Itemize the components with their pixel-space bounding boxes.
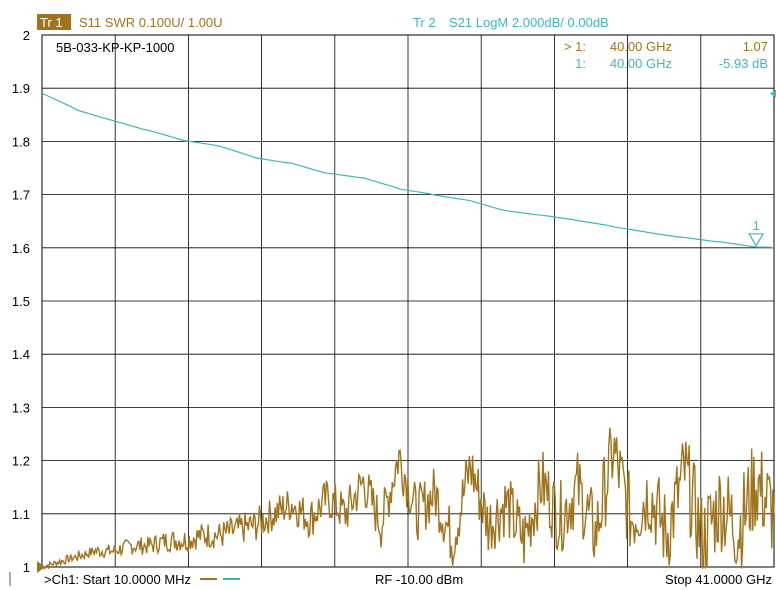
marker-2-prefix: 1: <box>575 56 586 71</box>
y-tick-label: 1.8 <box>12 134 30 149</box>
y-tick-label: 2 <box>23 28 30 43</box>
footer-rf[interactable]: RF -10.00 dBm <box>375 572 463 587</box>
reference-level-left-icon <box>37 561 45 573</box>
marker-triangle-icon[interactable] <box>748 233 765 247</box>
series-line-s11 <box>41 427 775 570</box>
tr1-badge[interactable]: Tr 1 <box>40 15 63 30</box>
marker-readout: > 1: 40.00 GHz 1.07 1: 40.00 GHz -5.93 d… <box>564 39 768 71</box>
chart-title: 5B-033-KP-KP-1000 <box>56 40 175 55</box>
trace-header: Tr 1 S11 SWR 0.100U/ 1.00U Tr 2 S21 LogM… <box>37 14 609 30</box>
marker-1-on-chart[interactable]: 1 <box>748 218 765 247</box>
y-tick-label: 1 <box>23 560 30 575</box>
y-tick-label: 1.5 <box>12 294 30 309</box>
marker-1-value: 1.07 <box>743 39 768 54</box>
y-tick-labels: 1 1.1 1.2 1.3 1.4 1.5 1.6 1.7 1.8 1.9 2 <box>12 28 30 575</box>
tr1-label: S11 SWR 0.100U/ 1.00U <box>79 15 223 30</box>
series-line-s21 <box>41 92 775 249</box>
y-tick-label: 1.9 <box>12 81 30 96</box>
marker-number: 1 <box>753 218 760 233</box>
footer-start[interactable]: >Ch1: Start 10.0000 MHz <box>44 572 191 587</box>
tr2-badge[interactable]: Tr 2 <box>413 15 436 30</box>
tr2-label: S21 LogM 2.000dB/ 0.00dB <box>449 15 609 30</box>
y-tick-label: 1.6 <box>12 241 30 256</box>
y-tick-label: 1.1 <box>12 507 30 522</box>
y-tick-label: 1.2 <box>12 454 30 469</box>
footer-bar: >Ch1: Start 10.0000 MHz RF -10.00 dBm St… <box>9 572 772 587</box>
marker-2-value: -5.93 dB <box>719 56 768 71</box>
y-tick-label: 1.4 <box>12 347 30 362</box>
marker-1-freq: 40.00 GHz <box>610 39 672 54</box>
tr1-badge-bg[interactable] <box>37 14 71 30</box>
y-tick-label: 1.3 <box>12 400 30 415</box>
marker-2-freq: 40.00 GHz <box>610 56 672 71</box>
footer-stop[interactable]: Stop 41.0000 GHz <box>665 572 772 587</box>
reference-level-right-icon <box>770 89 776 98</box>
y-tick-label: 1.7 <box>12 188 30 203</box>
marker-1-prefix: > 1: <box>564 39 586 54</box>
